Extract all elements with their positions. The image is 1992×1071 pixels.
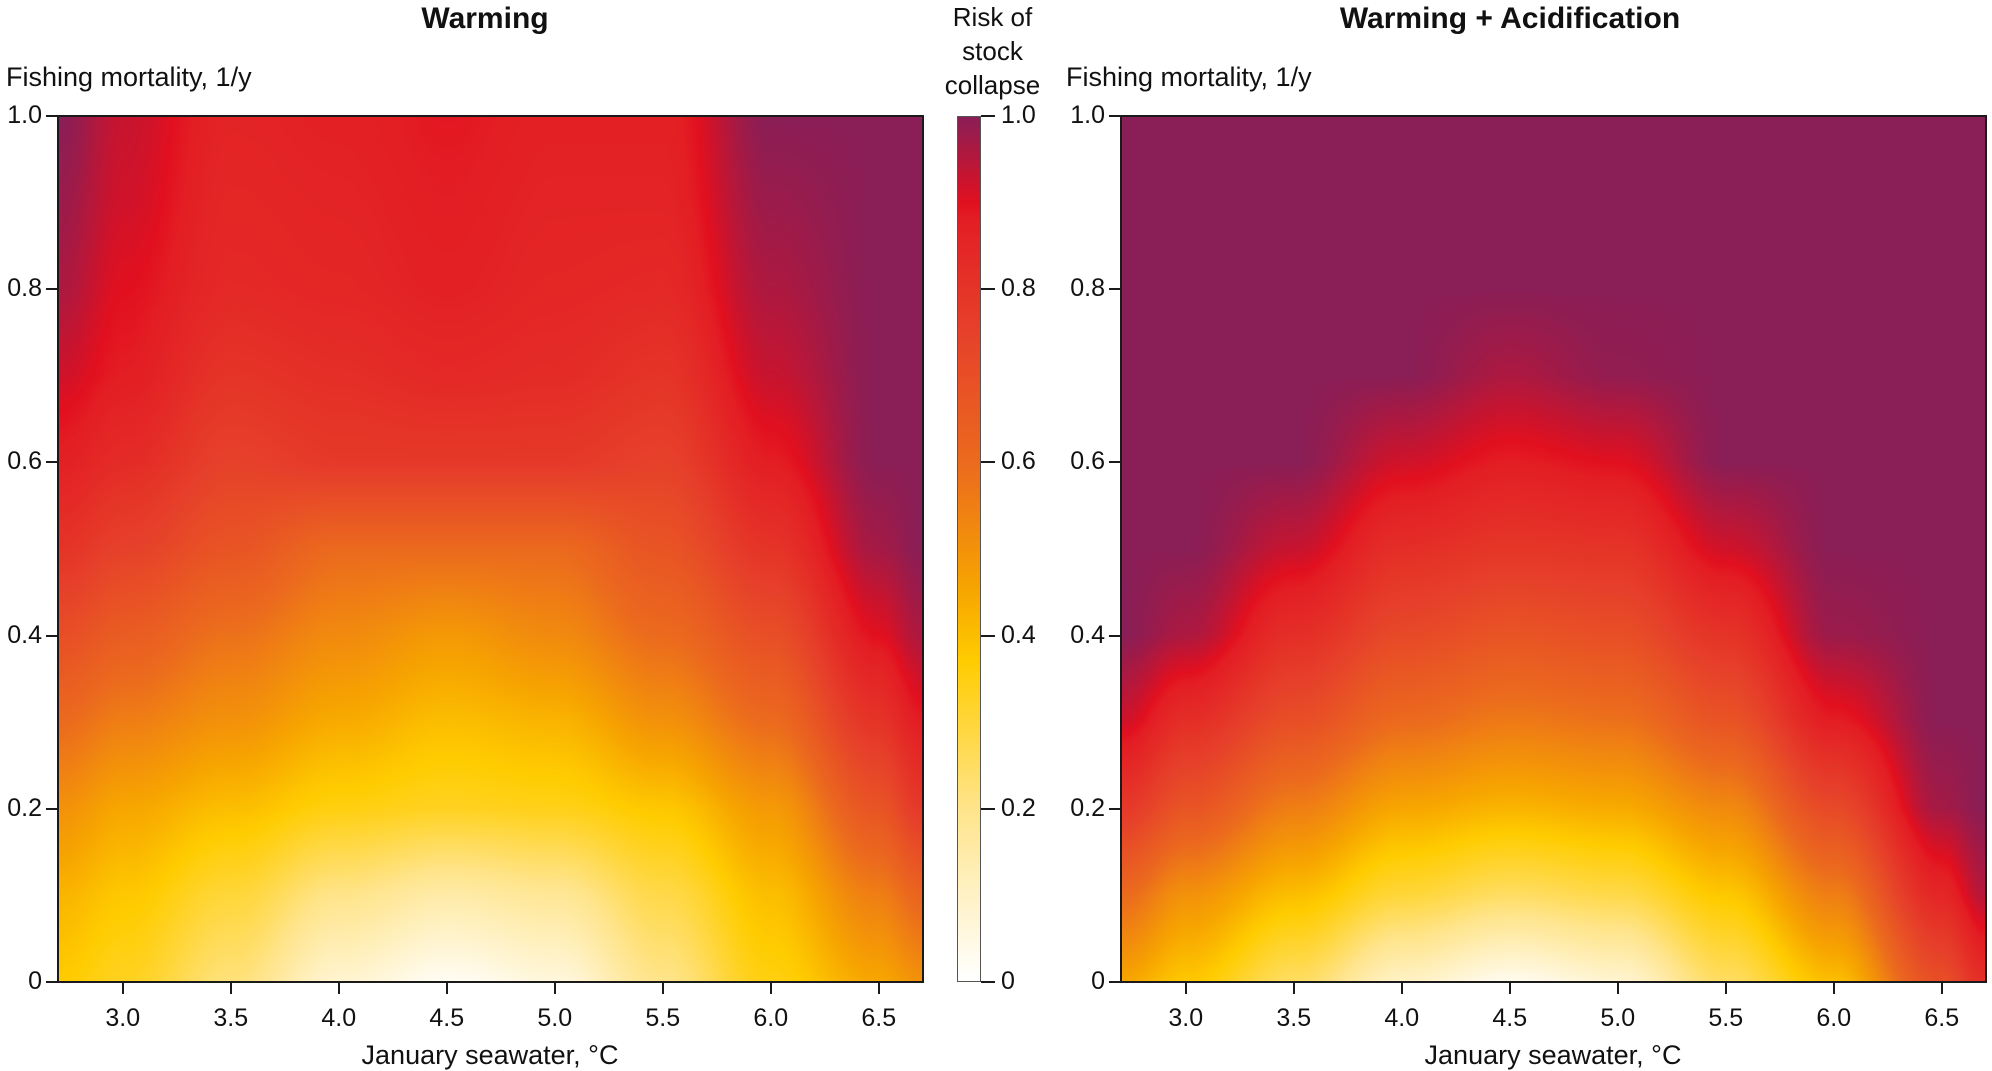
colorbar-tick [981, 461, 995, 464]
x-tick [769, 982, 772, 994]
x-tick-label: 5.5 [1708, 1004, 1744, 1032]
y-tick [1109, 115, 1121, 117]
heatmap-warming-acidification [1120, 115, 1987, 983]
y-tick [1109, 288, 1121, 291]
panel-title-warming-acidification: Warming + Acidification [1339, 2, 1681, 35]
heatmap-canvas-warming-acidification [1122, 117, 1985, 981]
panel-title-warming: Warming [421, 2, 549, 35]
x-tick-label: 6.5 [861, 1004, 897, 1032]
x-axis-label-warming-acidification: January seawater, °C [1424, 1040, 1682, 1070]
x-tick-label: 4.0 [321, 1004, 357, 1032]
x-tick-label: 3.5 [213, 1004, 249, 1032]
x-axis-label-warming: January seawater, °C [361, 1040, 619, 1070]
colorbar-title: Risk of stock collapse [930, 0, 1055, 102]
colorbar-tick [981, 288, 995, 291]
x-tick [121, 982, 124, 994]
x-tick [1184, 982, 1187, 994]
x-tick [1832, 982, 1835, 994]
y-tick-label: 0.8 [7, 274, 42, 303]
x-tick-label: 6.0 [753, 1004, 789, 1032]
y-tick [46, 981, 58, 983]
colorbar-tick-label: 0.8 [1001, 274, 1036, 303]
y-tick-label: 0.8 [1070, 274, 1105, 303]
y-tick [46, 288, 58, 291]
y-tick-label: 0.2 [7, 793, 42, 822]
y-tick [46, 807, 58, 810]
colorbar-tick-label: 0.6 [1001, 447, 1036, 476]
x-tick-label: 6.0 [1816, 1004, 1852, 1032]
y-axis-label-warming-acidification: Fishing mortality, 1/y [1066, 62, 1312, 92]
colorbar-title-line: collapse [944, 70, 1041, 100]
x-tick [337, 982, 340, 994]
y-tick-label: 1.0 [1070, 101, 1105, 129]
x-tick [1292, 982, 1295, 994]
colorbar [957, 116, 981, 982]
x-tick-label: 6.5 [1924, 1004, 1960, 1032]
y-tick-label: 0.6 [7, 447, 42, 476]
colorbar-tick-label: 0 [1001, 967, 1015, 995]
y-tick [46, 634, 58, 637]
colorbar-title-line: Risk of [952, 2, 1033, 32]
y-axis-label-warming: Fishing mortality, 1/y [6, 62, 252, 92]
y-tick-label: 1.0 [7, 101, 42, 129]
colorbar-tick [981, 807, 995, 810]
y-tick-label: 0 [1091, 967, 1105, 995]
x-tick [229, 982, 232, 994]
x-tick-label: 5.0 [537, 1004, 573, 1032]
x-tick [877, 982, 880, 994]
x-tick-label: 4.5 [1492, 1004, 1528, 1032]
x-tick [661, 982, 664, 994]
y-tick-label: 0.4 [1070, 620, 1105, 649]
x-tick-label: 5.0 [1600, 1004, 1636, 1032]
y-tick [46, 115, 58, 117]
colorbar-tick [981, 634, 995, 637]
x-tick-label: 3.0 [105, 1004, 141, 1032]
heatmap-warming [57, 115, 924, 983]
x-tick-label: 4.0 [1384, 1004, 1420, 1032]
colorbar-tick [981, 981, 995, 983]
y-tick [1109, 461, 1121, 464]
x-tick [1616, 982, 1619, 994]
y-tick-label: 0 [28, 967, 42, 995]
x-tick [445, 982, 448, 994]
colorbar-tick-label: 0.4 [1001, 620, 1036, 649]
x-tick-label: 5.5 [645, 1004, 681, 1032]
y-tick [1109, 981, 1121, 983]
y-tick [46, 461, 58, 464]
colorbar-title-line: stock [962, 36, 1023, 66]
x-tick [553, 982, 556, 994]
x-tick [1940, 982, 1943, 994]
x-tick [1400, 982, 1403, 994]
colorbar-tick [981, 115, 995, 117]
colorbar-tick-label: 1.0 [1001, 101, 1036, 129]
y-tick-label: 0.2 [1070, 793, 1105, 822]
y-tick [1109, 634, 1121, 637]
x-tick-label: 4.5 [429, 1004, 465, 1032]
colorbar-tick-label: 0.2 [1001, 793, 1036, 822]
x-tick [1508, 982, 1511, 994]
y-tick-label: 0.6 [1070, 447, 1105, 476]
y-tick [1109, 807, 1121, 810]
x-tick-label: 3.0 [1168, 1004, 1204, 1032]
heatmap-canvas-warming [59, 117, 922, 981]
y-tick-label: 0.4 [7, 620, 42, 649]
x-tick-label: 3.5 [1276, 1004, 1312, 1032]
x-tick [1724, 982, 1727, 994]
